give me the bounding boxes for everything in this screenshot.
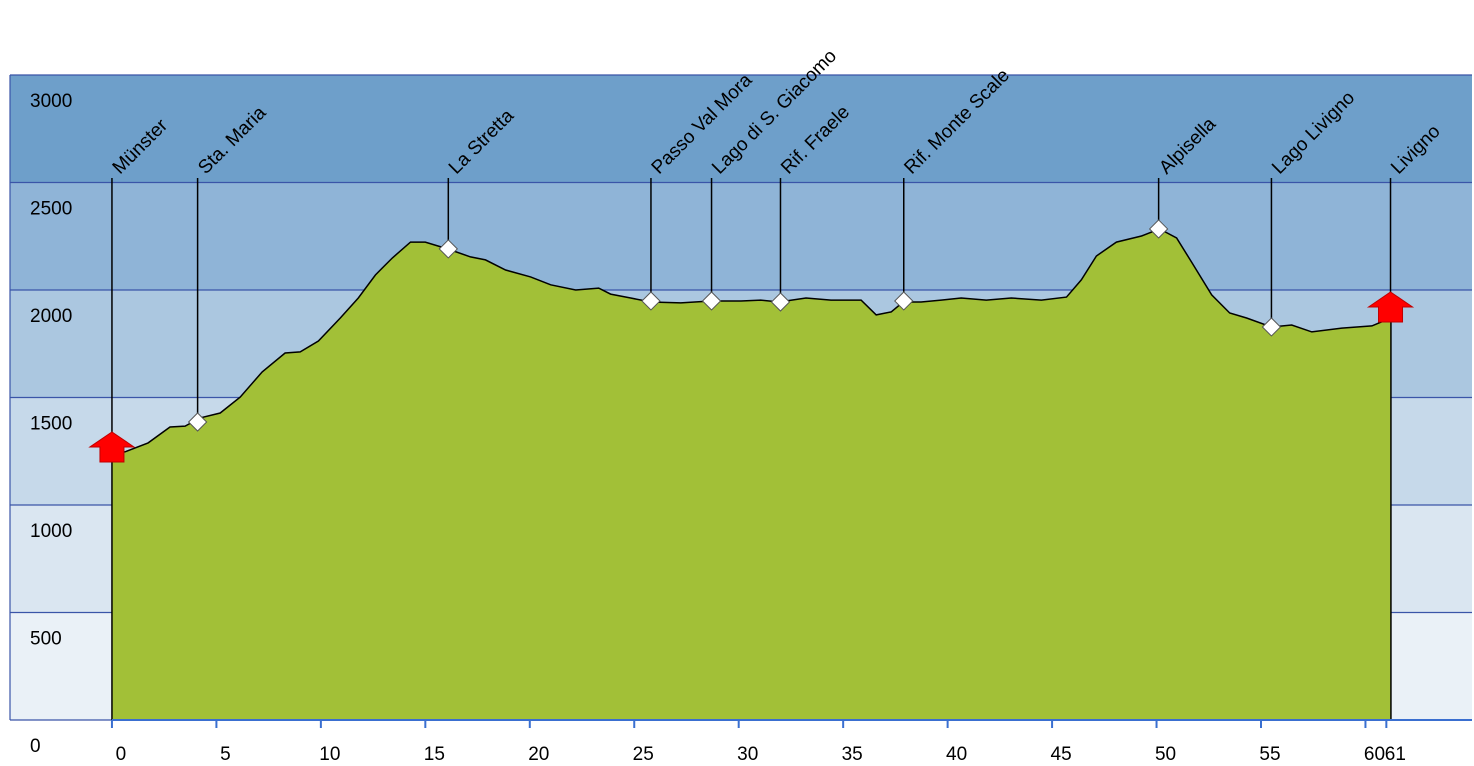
y-tick-label: 2000 — [30, 306, 72, 327]
x-tick-label: 55 — [1259, 744, 1280, 765]
x-tick-label: 30 — [737, 744, 758, 765]
x-tick-label: 10 — [319, 744, 340, 765]
elevation-band — [10, 182, 1472, 290]
x-tick-label: 20 — [528, 744, 549, 765]
waypoint-marker — [1261, 317, 1282, 337]
x-tick-label: 60 — [1364, 744, 1385, 765]
x-tick-label: 0 — [116, 744, 127, 765]
waypoint-marker — [1148, 219, 1169, 239]
waypoint-arrow — [88, 431, 136, 463]
x-tick-label: 25 — [633, 744, 654, 765]
y-tick-label: 0 — [30, 736, 41, 757]
y-tick-label: 1500 — [30, 414, 72, 435]
x-tick-label: 50 — [1155, 744, 1176, 765]
x-tick-label: 5 — [220, 744, 231, 765]
x-tick-label: 40 — [946, 744, 967, 765]
y-tick-label: 1000 — [30, 521, 72, 542]
x-tick-label: 15 — [424, 744, 445, 765]
waypoint-marker — [701, 291, 722, 311]
elevation-profile — [111, 228, 1392, 453]
waypoint-marker — [770, 292, 791, 312]
x-tick-label: 35 — [842, 744, 863, 765]
y-tick-label: 3000 — [30, 91, 72, 112]
x-tick-label: 61 — [1385, 744, 1406, 765]
elevation-band — [10, 75, 1472, 183]
waypoint-arrow — [1366, 291, 1415, 323]
waypoint-marker — [641, 291, 661, 311]
waypoint-marker — [438, 239, 459, 259]
elevation-area — [111, 228, 1391, 720]
x-tick-label: 45 — [1051, 744, 1072, 765]
waypoint-marker — [187, 412, 208, 432]
waypoint-marker — [894, 291, 914, 311]
y-tick-label: 500 — [30, 629, 62, 650]
y-tick-label: 2500 — [30, 199, 72, 220]
